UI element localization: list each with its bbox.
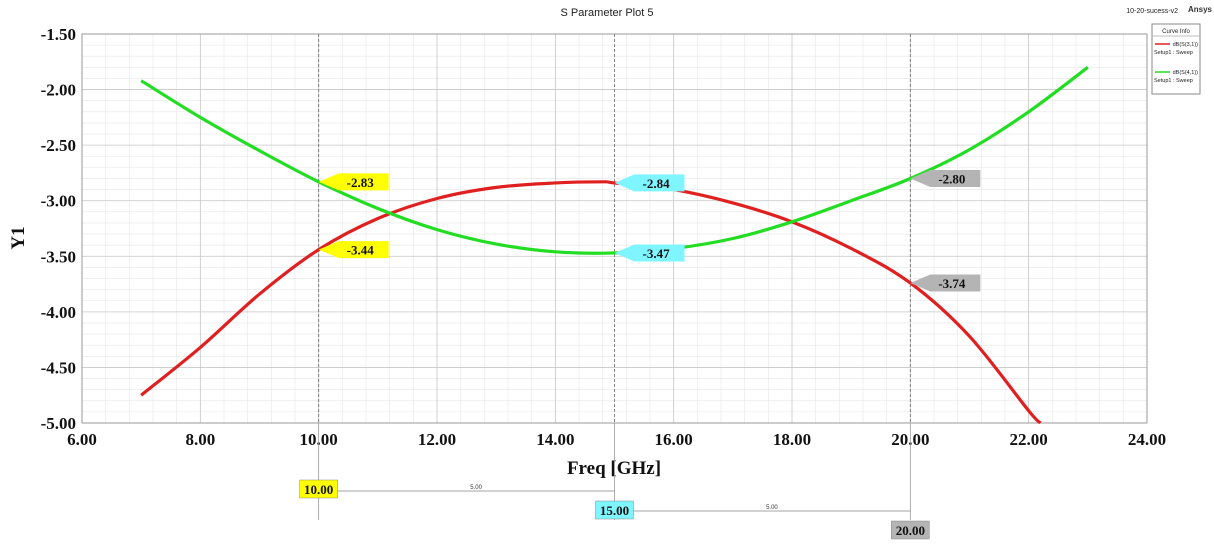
y-tick-label: -1.50 xyxy=(41,25,76,44)
marker-value-label: -3.74 xyxy=(938,276,966,291)
x-marker-box xyxy=(891,520,930,540)
y-axis-ticks: -1.50 -2.00 -2.50 -3.00 -3.50 -4.00 -4.50 -5.00 xyxy=(41,25,76,433)
marker-value-label: -3.47 xyxy=(643,246,671,261)
marker-lines xyxy=(318,34,911,520)
x-tick-label: 6.00 xyxy=(67,430,97,449)
marker-value-flag xyxy=(318,241,389,259)
x-tick-label: 18.00 xyxy=(773,430,811,449)
legend-series-name: dB(S(4,1)) xyxy=(1173,70,1199,76)
y-tick-label: -4.50 xyxy=(41,358,76,377)
marker-value-flag xyxy=(614,244,685,262)
marker-value-label: -3.44 xyxy=(347,243,375,258)
marker-delta-lines: 5.00 5.00 xyxy=(337,485,911,512)
x-axis-ticks: 6.00 8.00 10.00 12.00 14.00 16.00 18.00 20.00 22… xyxy=(67,430,1166,449)
delta-label: 5.00 xyxy=(766,505,778,511)
brand-logo-text: Ansys xyxy=(1188,5,1213,14)
x-axis-label: Freq [GHz] xyxy=(567,458,661,479)
series-line-2 xyxy=(140,66,1089,255)
marker-value-flag xyxy=(318,173,389,191)
legend-title: Curve Info xyxy=(1162,29,1190,35)
marker-value-label: -2.80 xyxy=(938,171,965,186)
x-tick-label: 24.00 xyxy=(1128,430,1166,449)
legend-series-setup: Setup1 : Sweep xyxy=(1154,50,1193,56)
marker-value-flag xyxy=(614,174,685,192)
delta-label: 5.00 xyxy=(470,485,482,491)
x-tick-label: 22.00 xyxy=(1010,430,1048,449)
x-tick-label: 12.00 xyxy=(418,430,456,449)
legend-series-setup: Setup1 : Sweep xyxy=(1154,78,1193,84)
x-marker-box xyxy=(299,479,338,499)
marker-value-flag xyxy=(910,169,981,187)
y-tick-label: -2.50 xyxy=(41,136,76,155)
plot-title: S Parameter Plot 5 xyxy=(561,7,654,19)
x-marker-box xyxy=(595,500,634,520)
x-marker-label: 15.00 xyxy=(600,503,629,518)
marker-value-label: -2.83 xyxy=(347,175,375,190)
project-name: 10-20-sucess-v2 xyxy=(1126,8,1178,15)
y-axis-label: Y1 xyxy=(8,226,29,249)
x-tick-label: 14.00 xyxy=(536,430,574,449)
marker-labels: -2.83 -3.44 10.00 -2.84 -3.47 15.00 -2.80 -3.74… xyxy=(299,169,981,540)
series-layer xyxy=(140,66,1089,425)
marker-value-label: -2.84 xyxy=(643,176,671,191)
x-tick-label: 8.00 xyxy=(185,430,215,449)
y-tick-label: -4.00 xyxy=(41,303,76,322)
marker-value-flag xyxy=(910,274,981,292)
x-marker-label: 10.00 xyxy=(304,482,333,497)
curve-info-legend[interactable]: Curve Info dB(S(3,1)) Setup1 : Sweep dB(S(… xyxy=(1151,23,1201,95)
y-tick-label: -3.50 xyxy=(41,247,76,266)
y-tick-label: -3.00 xyxy=(41,192,76,211)
series-line-1 xyxy=(140,180,1042,425)
legend-series-name: dB(S(3,1)) xyxy=(1173,42,1199,48)
y-tick-label: -2.00 xyxy=(41,81,76,100)
x-marker-label: 20.00 xyxy=(896,523,925,538)
x-tick-label: 16.00 xyxy=(655,430,693,449)
y-tick-label: -5.00 xyxy=(41,414,76,433)
